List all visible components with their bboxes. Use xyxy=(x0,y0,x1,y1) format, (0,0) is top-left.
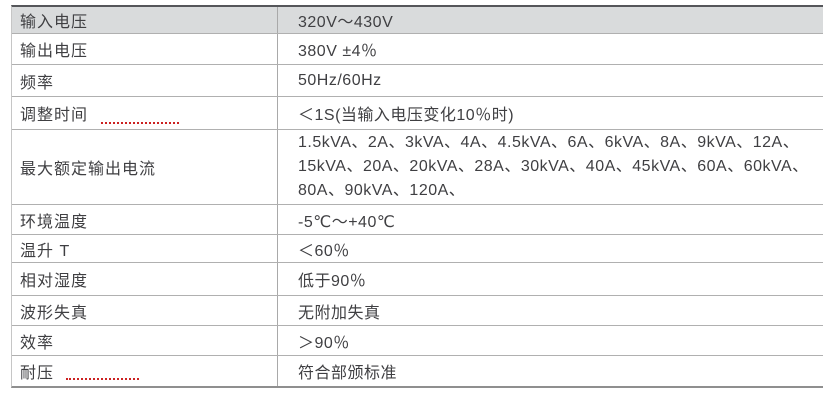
table-row-relative-humidity: 相对湿度 低于90％ xyxy=(12,263,823,296)
row-value: ＜60％ xyxy=(298,242,350,260)
row-label: 环境温度 xyxy=(12,205,278,234)
table-row-waveform-distortion: 波形失真 无附加失真 xyxy=(12,296,823,326)
row-value-line: 1.5kVA、2A、3kVA、4A、4.5kVA、6A、6kVA、8A、9kVA… xyxy=(298,134,800,151)
row-value: 无附加失真 xyxy=(298,304,381,322)
row-value: 符合部颁标准 xyxy=(298,365,398,382)
table-row-adjust-time: 调整时间 ＜1S(当输入电压变化10％时) xyxy=(12,97,823,130)
spec-table: 输入电压 320V～430V 输出电压 380V ±4％ 频率 50Hz/60H… xyxy=(11,5,823,388)
row-value: -5℃～+40℃ xyxy=(298,213,396,231)
row-value: 1.5kVA、2A、3kVA、4A、4.5kVA、6A、6kVA、8A、9kVA… xyxy=(278,130,823,204)
row-value: 50Hz/60Hz xyxy=(298,71,382,89)
row-value: 320V～430V xyxy=(298,14,394,31)
row-label: 温升 T xyxy=(12,235,278,262)
table-row-input-voltage: 输入电压 320V～430V xyxy=(12,7,823,34)
row-label: 相对湿度 xyxy=(12,263,278,295)
table-row-withstand-voltage: 耐压 符合部颁标准 xyxy=(12,356,823,386)
row-label: 调整时间 xyxy=(12,97,278,129)
row-value: 380V ±4％ xyxy=(298,43,378,60)
row-label: 输入电压 xyxy=(12,7,278,33)
row-label: 输出电压 xyxy=(12,34,278,64)
row-value: ＜1S(当输入电压变化10％时) xyxy=(298,107,515,124)
row-label: 耐压 xyxy=(12,356,278,386)
spellcheck-underline xyxy=(101,122,179,124)
table-row-temperature-rise: 温升 T ＜60％ xyxy=(12,235,823,263)
spellcheck-underline xyxy=(66,378,139,380)
row-label: 效率 xyxy=(12,326,278,355)
row-label: 波形失真 xyxy=(12,296,278,325)
table-row-ambient-temperature: 环境温度 -5℃～+40℃ xyxy=(12,205,823,235)
table-row-efficiency: 效率 ＞90％ xyxy=(12,326,823,356)
row-label: 频率 xyxy=(12,65,278,96)
row-value-line: 15kVA、20A、20kVA、28A、30kVA、40A、45kVA、60A、… xyxy=(298,158,809,175)
table-row-frequency: 频率 50Hz/60Hz xyxy=(12,65,823,97)
row-value: ＞90％ xyxy=(298,334,350,352)
row-value-line: 80A、90kVA、120A、 xyxy=(298,182,466,199)
table-row-max-output-current: 最大额定输出电流 1.5kVA、2A、3kVA、4A、4.5kVA、6A、6kV… xyxy=(12,130,823,205)
row-label: 最大额定输出电流 xyxy=(12,130,278,204)
row-value: 低于90％ xyxy=(298,273,367,290)
table-row-output-voltage: 输出电压 380V ±4％ xyxy=(12,34,823,65)
